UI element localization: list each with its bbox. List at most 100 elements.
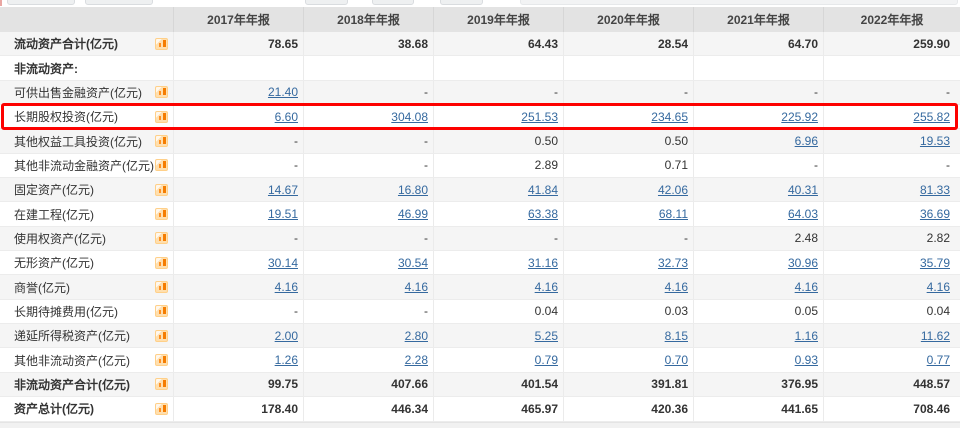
- row-label: 流动资产合计(亿元): [14, 37, 118, 52]
- value-link[interactable]: 2.28: [404, 353, 428, 368]
- value-link[interactable]: 46.99: [397, 207, 428, 222]
- row-label: 其他权益工具投资(亿元): [14, 134, 142, 149]
- value-link[interactable]: 0.70: [664, 353, 688, 368]
- value-link[interactable]: 19.51: [267, 207, 298, 222]
- value-link[interactable]: 36.69: [919, 207, 950, 222]
- value-link[interactable]: 19.53: [919, 134, 950, 149]
- value-cell: 0.93: [693, 348, 823, 372]
- bar-chart-icon[interactable]: [155, 402, 168, 415]
- value-link[interactable]: 30.54: [397, 255, 428, 270]
- bar-chart-icon[interactable]: [155, 256, 168, 269]
- value-link[interactable]: 4.16: [926, 280, 950, 295]
- value-text: 441.65: [781, 401, 818, 416]
- value-link[interactable]: 40.31: [787, 182, 818, 197]
- value-link[interactable]: 234.65: [651, 109, 688, 124]
- value-text: -: [554, 231, 558, 246]
- value-link[interactable]: 42.06: [657, 182, 688, 197]
- value-link[interactable]: 6.60: [274, 109, 298, 124]
- value-cell: -: [433, 80, 563, 105]
- value-link[interactable]: 5.25: [534, 328, 558, 343]
- value-link[interactable]: 8.15: [664, 328, 688, 343]
- cutoff-red-fragment: [0, 0, 2, 6]
- value-link[interactable]: 16.80: [397, 182, 428, 197]
- value-cell: -: [823, 153, 960, 178]
- value-text: 2.82: [926, 231, 950, 246]
- value-link[interactable]: 14.67: [267, 182, 298, 197]
- value-link[interactable]: 255.82: [913, 109, 950, 124]
- bar-chart-icon[interactable]: [155, 378, 168, 391]
- bar-chart-icon[interactable]: [155, 110, 168, 123]
- value-link[interactable]: 4.16: [664, 280, 688, 295]
- cutoff-tab-fragment[interactable]: [7, 0, 75, 5]
- value-link[interactable]: 304.08: [391, 109, 428, 124]
- cutoff-tab-fragment[interactable]: [305, 0, 348, 5]
- bar-chart-icon[interactable]: [155, 305, 168, 318]
- value-link[interactable]: 4.16: [404, 280, 428, 295]
- cutoff-tab-fragment[interactable]: [85, 0, 153, 5]
- value-link[interactable]: 41.84: [527, 182, 558, 197]
- bar-chart-icon[interactable]: [155, 329, 168, 342]
- value-link[interactable]: 4.16: [534, 280, 558, 295]
- bar-chart-icon[interactable]: [155, 159, 168, 172]
- value-link[interactable]: 30.14: [267, 255, 298, 270]
- value-cell: 30.96: [693, 251, 823, 275]
- bar-chart-icon[interactable]: [155, 86, 168, 99]
- bar-chart-icon[interactable]: [155, 135, 168, 148]
- value-text: -: [424, 85, 428, 100]
- value-link[interactable]: 31.16: [527, 255, 558, 270]
- bar-chart-icon[interactable]: [155, 208, 168, 221]
- value-link[interactable]: 225.92: [781, 109, 818, 124]
- value-link[interactable]: 30.96: [787, 255, 818, 270]
- value-link[interactable]: 2.00: [274, 328, 298, 343]
- label-cell: 长期待摊费用(亿元): [0, 300, 173, 323]
- value-link[interactable]: 63.38: [527, 207, 558, 222]
- value-link[interactable]: 32.73: [657, 255, 688, 270]
- value-cell: 32.73: [563, 251, 693, 275]
- value-link[interactable]: 11.62: [920, 328, 950, 343]
- cutoff-bar-fragment: [520, 0, 958, 5]
- value-text: -: [684, 231, 688, 246]
- col-header-2020: 2020年年报: [563, 7, 693, 32]
- bar-chart-icon[interactable]: [155, 281, 168, 294]
- label-cell: 其他非流动资产(亿元): [0, 348, 173, 371]
- value-cell: -: [433, 226, 563, 251]
- bar-chart-icon[interactable]: [155, 183, 168, 196]
- value-link[interactable]: 251.53: [521, 109, 558, 124]
- value-cell: -: [173, 299, 303, 324]
- value-link[interactable]: 4.16: [274, 280, 298, 295]
- value-link[interactable]: 1.26: [274, 353, 298, 368]
- value-link[interactable]: 1.16: [794, 328, 818, 343]
- row-label: 商誉(亿元): [14, 280, 70, 295]
- bar-chart-icon[interactable]: [155, 37, 168, 50]
- value-text: 0.71: [664, 158, 688, 173]
- value-link[interactable]: 0.77: [926, 353, 950, 368]
- table-row: 在建工程(亿元) 19.51 46.99 63.38 68.11 64.03 36.69: [0, 202, 960, 227]
- bar-chart-icon[interactable]: [155, 354, 168, 367]
- value-cell: 16.80: [303, 178, 433, 202]
- value-cell: 0.05: [693, 299, 823, 324]
- table-row: 其他非流动资产(亿元) 1.26 2.28 0.79 0.70 0.93 0.77: [0, 348, 960, 373]
- cutoff-tab-fragment[interactable]: [440, 0, 483, 5]
- bar-chart-icon[interactable]: [155, 232, 168, 245]
- value-link[interactable]: 4.16: [794, 280, 818, 295]
- value-link[interactable]: 21.40: [267, 85, 298, 100]
- cutoff-tab-fragment[interactable]: [372, 0, 414, 5]
- value-link[interactable]: 0.93: [794, 353, 818, 368]
- value-cell: 465.97: [433, 397, 563, 421]
- value-text: 0.50: [534, 134, 558, 149]
- value-cell: 0.79: [433, 348, 563, 372]
- value-link[interactable]: 6.96: [794, 134, 818, 149]
- value-text: -: [294, 158, 298, 173]
- value-link[interactable]: 81.33: [919, 182, 950, 197]
- value-link[interactable]: 35.79: [919, 255, 950, 270]
- row-label: 其他非流动资产(亿元): [14, 353, 130, 368]
- value-link[interactable]: 68.11: [658, 207, 688, 222]
- value-link[interactable]: 2.80: [404, 328, 428, 343]
- value-cell: 441.65: [693, 397, 823, 421]
- value-text: 401.54: [521, 377, 558, 392]
- value-link[interactable]: 0.79: [534, 353, 558, 368]
- value-cell: 4.16: [693, 275, 823, 299]
- value-cell: 14.67: [173, 178, 303, 202]
- value-link[interactable]: 64.03: [787, 207, 818, 222]
- table-row: 其他非流动金融资产(亿元) - - 2.89 0.71 - -: [0, 153, 960, 179]
